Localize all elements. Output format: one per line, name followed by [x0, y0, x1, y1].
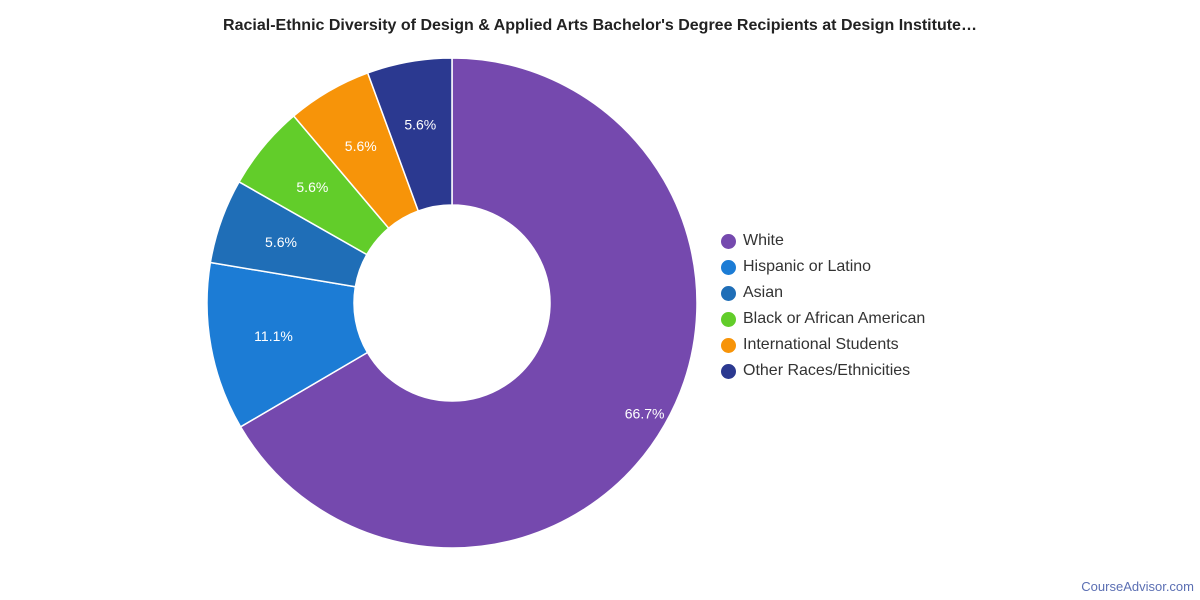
slice-hispanic-or-latino[interactable] — [206, 261, 369, 428]
legend-item-international-students[interactable]: International Students — [721, 332, 925, 358]
slice-other-races-ethnicities[interactable] — [366, 57, 453, 212]
slice-label-other-races-ethnicities: 5.6% — [404, 116, 436, 132]
legend-swatch-icon — [721, 363, 736, 379]
legend-item-asian[interactable]: Asian — [721, 280, 925, 306]
slice-white[interactable] — [239, 57, 698, 549]
slice-label-asian: 5.6% — [265, 234, 297, 250]
legend-label: International Students — [743, 336, 899, 353]
slice-label-international-students: 5.6% — [345, 138, 377, 154]
legend-item-other-races-ethnicities[interactable]: Other Races/Ethnicities — [721, 358, 925, 384]
legend-swatch-icon — [721, 233, 736, 249]
legend-swatch-icon — [721, 337, 736, 353]
legend-label: Other Races/Ethnicities — [743, 362, 911, 379]
legend-label: Hispanic or Latino — [743, 258, 872, 275]
legend-item-black-or-african-american[interactable]: Black or African American — [721, 306, 925, 332]
slice-label-black-or-african-american: 5.6% — [296, 179, 328, 195]
legend-item-white[interactable]: White — [721, 228, 925, 254]
labels-layer: 66.7% 11.1% 5.6% 5.6% 5.6% 5.6% — [254, 116, 664, 421]
legend-item-hispanic-or-latino[interactable]: Hispanic or Latino — [721, 254, 925, 280]
legend-swatch-icon — [721, 259, 736, 275]
slice-label-white: 66.7% — [625, 405, 665, 421]
slices-layer — [206, 57, 698, 549]
slice-label-hispanic-or-latino: 11.1% — [254, 328, 293, 344]
legend: White Hispanic or Latino Asian Black or Afr… — [721, 228, 925, 384]
legend-label: White — [743, 232, 784, 249]
legend-swatch-icon — [721, 311, 736, 327]
source-credit-link[interactable]: CourseAdvisor.com — [1081, 579, 1194, 594]
legend-swatch-icon — [721, 285, 736, 301]
legend-label: Black or African American — [743, 310, 926, 327]
legend-label: Asian — [743, 284, 784, 301]
chart-title: Racial-Ethnic Diversity of Design & Appl… — [223, 17, 977, 34]
